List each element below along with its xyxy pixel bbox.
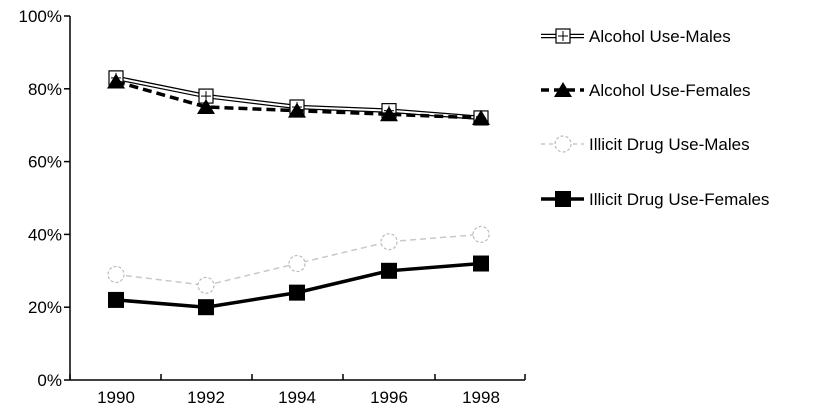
legend-item: Alcohol Use-Males [541, 27, 731, 46]
y-tick-label: 40% [28, 225, 62, 244]
x-tick-label: 1998 [462, 388, 500, 407]
data-point [473, 255, 489, 272]
x-axis-ticks: 1990 1992 1994 1996 1998 [69, 374, 526, 407]
data-point [380, 233, 398, 251]
series-2 [107, 73, 490, 125]
legend-marker [554, 82, 572, 97]
y-axis-ticks: 0% 20% 40% 60% 80% 100% [19, 7, 70, 390]
data-point [198, 88, 214, 104]
legend-label: Alcohol Use-Males [589, 27, 731, 46]
data-point [381, 262, 397, 279]
x-tick-label: 1994 [278, 388, 316, 407]
data-point [472, 225, 490, 243]
data-point [197, 276, 215, 294]
data-point [288, 102, 306, 118]
legend: Alcohol Use-Males Alcohol Use-Females Illi… [541, 27, 769, 209]
data-point [380, 106, 398, 122]
data-point [289, 284, 305, 301]
legend-label: Alcohol Use-Females [589, 81, 751, 100]
data-point [472, 109, 490, 125]
data-point [108, 291, 124, 308]
y-tick-label: 80% [28, 80, 62, 99]
x-tick-label: 1996 [370, 388, 408, 407]
y-tick-label: 60% [28, 153, 62, 172]
series-3 [107, 225, 490, 294]
legend-item: Illicit Drug Use-Females [541, 190, 769, 209]
legend-label: Illicit Drug Use-Females [589, 190, 769, 209]
x-tick-label: 1990 [97, 388, 135, 407]
data-point [107, 73, 125, 89]
data-point [288, 254, 306, 273]
legend-marker [555, 28, 571, 44]
series-layer [107, 70, 490, 316]
legend-marker [555, 191, 571, 207]
legend-item: Illicit Drug Use-Males [541, 135, 750, 154]
plot-area: 0% 20% 40% 60% 80% 100% 1990 1992 1994 1996 1998 [19, 7, 526, 407]
y-tick-label: 100% [19, 7, 62, 26]
x-tick-label: 1992 [187, 388, 225, 407]
y-tick-label: 0% [37, 371, 62, 390]
data-point [197, 99, 215, 114]
y-tick-label: 20% [28, 298, 62, 317]
series-4 [108, 255, 489, 316]
data-point [107, 265, 125, 284]
data-point [198, 299, 214, 316]
legend-marker [554, 135, 572, 153]
legend-label: Illicit Drug Use-Males [589, 135, 750, 154]
legend-item: Alcohol Use-Females [541, 81, 751, 100]
